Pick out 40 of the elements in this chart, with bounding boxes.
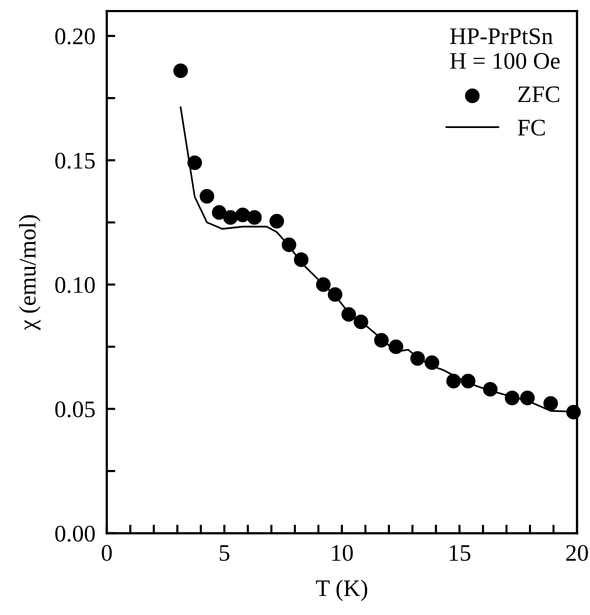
x-tick-label: 5: [220, 545, 230, 561]
point: [388, 339, 404, 354]
point: [460, 374, 476, 388]
legend-label: ZFC: [518, 86, 560, 102]
point: [566, 404, 581, 420]
point: [187, 155, 202, 170]
point: [282, 238, 296, 252]
point: [543, 396, 558, 411]
point: [316, 277, 331, 292]
point: [424, 355, 440, 370]
point: [212, 205, 226, 220]
point: [446, 374, 461, 388]
point: [341, 307, 356, 322]
point: [294, 252, 309, 267]
x-tick-label: 10: [332, 545, 353, 561]
point: [504, 390, 520, 406]
y-tick-label: 0.10: [55, 277, 95, 294]
y-axis-title: χ (emu/mol): [19, 215, 40, 330]
legend-label: FC: [518, 120, 545, 136]
point: [354, 314, 368, 330]
y-tick-label: 0.20: [55, 28, 95, 44]
point: [269, 214, 284, 228]
point: [374, 332, 389, 348]
point: [223, 210, 238, 225]
y-tick-label: 0.05: [55, 401, 95, 418]
point: [410, 351, 425, 366]
y-tick-label: 0.00: [55, 526, 95, 542]
point: [328, 287, 342, 302]
x-tick-label: 0: [102, 545, 112, 561]
point: [247, 210, 262, 225]
point: [482, 382, 498, 397]
legend-title: HP-PrPtSn H = 100 Oe: [450, 28, 560, 69]
x-axis-title: T (K): [316, 580, 368, 602]
point: [235, 208, 250, 222]
point: [173, 63, 188, 78]
x-tick-label: 15: [450, 545, 470, 561]
point: [200, 189, 214, 204]
x-tick-label: 20: [566, 545, 588, 561]
point: [520, 390, 535, 406]
y-tick-label: 0.15: [55, 152, 95, 169]
